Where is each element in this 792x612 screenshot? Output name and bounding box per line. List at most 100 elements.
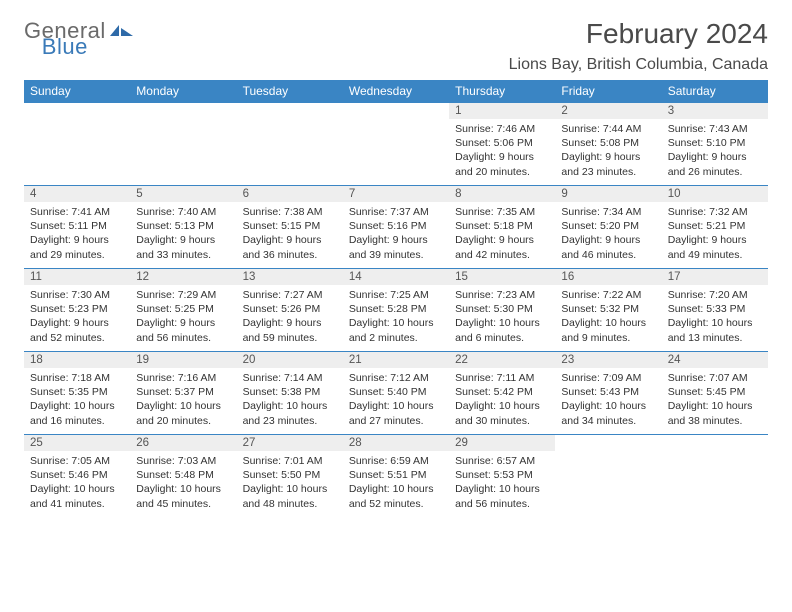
logo-flag-icon	[110, 22, 134, 43]
day-number: 12	[130, 269, 236, 285]
weekday-header: Thursday	[449, 80, 555, 102]
day-details: Sunrise: 7:14 AMSunset: 5:38 PMDaylight:…	[237, 368, 343, 434]
day-number: 21	[343, 352, 449, 368]
day-details: Sunrise: 7:03 AMSunset: 5:48 PMDaylight:…	[130, 451, 236, 517]
day-day2: and 56 minutes.	[455, 497, 549, 511]
day-number: 25	[24, 435, 130, 451]
day-sunrise: Sunrise: 7:09 AM	[561, 371, 655, 385]
day-cell: 12Sunrise: 7:29 AMSunset: 5:25 PMDayligh…	[130, 269, 236, 351]
day-cell: 16Sunrise: 7:22 AMSunset: 5:32 PMDayligh…	[555, 269, 661, 351]
day-sunset: Sunset: 5:18 PM	[455, 219, 549, 233]
day-sunset: Sunset: 5:13 PM	[136, 219, 230, 233]
day-cell: 13Sunrise: 7:27 AMSunset: 5:26 PMDayligh…	[237, 269, 343, 351]
logo-text-blue: Blue	[42, 34, 88, 59]
day-cell	[237, 103, 343, 185]
day-day1: Daylight: 9 hours	[136, 316, 230, 330]
day-number: 22	[449, 352, 555, 368]
day-details: Sunrise: 7:25 AMSunset: 5:28 PMDaylight:…	[343, 285, 449, 351]
day-sunrise: Sunrise: 7:44 AM	[561, 122, 655, 136]
day-number: 7	[343, 186, 449, 202]
day-day2: and 46 minutes.	[561, 248, 655, 262]
day-sunset: Sunset: 5:32 PM	[561, 302, 655, 316]
day-sunset: Sunset: 5:33 PM	[668, 302, 762, 316]
day-day1: Daylight: 10 hours	[30, 482, 124, 496]
title-block: February 2024 Lions Bay, British Columbi…	[509, 18, 768, 74]
day-day1: Daylight: 9 hours	[561, 233, 655, 247]
day-number: 4	[24, 186, 130, 202]
day-cell	[130, 103, 236, 185]
day-day1: Daylight: 10 hours	[668, 399, 762, 413]
week-row: 1Sunrise: 7:46 AMSunset: 5:06 PMDaylight…	[24, 102, 768, 185]
day-day1: Daylight: 10 hours	[136, 399, 230, 413]
day-number: 10	[662, 186, 768, 202]
day-details: Sunrise: 7:43 AMSunset: 5:10 PMDaylight:…	[662, 119, 768, 185]
logo: General Blue	[24, 18, 182, 44]
day-sunset: Sunset: 5:10 PM	[668, 136, 762, 150]
day-cell: 27Sunrise: 7:01 AMSunset: 5:50 PMDayligh…	[237, 435, 343, 517]
day-day1: Daylight: 9 hours	[30, 233, 124, 247]
day-sunset: Sunset: 5:50 PM	[243, 468, 337, 482]
weekday-header: Tuesday	[237, 80, 343, 102]
day-sunrise: Sunrise: 7:35 AM	[455, 205, 549, 219]
day-day2: and 48 minutes.	[243, 497, 337, 511]
day-day2: and 41 minutes.	[30, 497, 124, 511]
day-sunset: Sunset: 5:37 PM	[136, 385, 230, 399]
day-sunset: Sunset: 5:06 PM	[455, 136, 549, 150]
day-day1: Daylight: 9 hours	[136, 233, 230, 247]
day-details: Sunrise: 6:59 AMSunset: 5:51 PMDaylight:…	[343, 451, 449, 517]
day-day1: Daylight: 10 hours	[243, 482, 337, 496]
day-cell: 9Sunrise: 7:34 AMSunset: 5:20 PMDaylight…	[555, 186, 661, 268]
day-sunrise: Sunrise: 7:03 AM	[136, 454, 230, 468]
day-day1: Daylight: 10 hours	[455, 316, 549, 330]
day-day2: and 29 minutes.	[30, 248, 124, 262]
week-row: 18Sunrise: 7:18 AMSunset: 5:35 PMDayligh…	[24, 351, 768, 434]
day-sunset: Sunset: 5:45 PM	[668, 385, 762, 399]
weekday-header: Friday	[555, 80, 661, 102]
day-sunrise: Sunrise: 7:05 AM	[30, 454, 124, 468]
day-sunset: Sunset: 5:16 PM	[349, 219, 443, 233]
day-number: 2	[555, 103, 661, 119]
day-number-empty	[662, 435, 768, 451]
day-cell: 5Sunrise: 7:40 AMSunset: 5:13 PMDaylight…	[130, 186, 236, 268]
day-cell: 25Sunrise: 7:05 AMSunset: 5:46 PMDayligh…	[24, 435, 130, 517]
day-cell: 14Sunrise: 7:25 AMSunset: 5:28 PMDayligh…	[343, 269, 449, 351]
day-day2: and 6 minutes.	[455, 331, 549, 345]
day-cell: 8Sunrise: 7:35 AMSunset: 5:18 PMDaylight…	[449, 186, 555, 268]
day-sunrise: Sunrise: 7:18 AM	[30, 371, 124, 385]
day-sunrise: Sunrise: 7:07 AM	[668, 371, 762, 385]
day-number-empty	[555, 435, 661, 451]
weekday-header: Wednesday	[343, 80, 449, 102]
day-number-empty	[24, 103, 130, 119]
day-day2: and 27 minutes.	[349, 414, 443, 428]
day-sunset: Sunset: 5:53 PM	[455, 468, 549, 482]
day-cell: 2Sunrise: 7:44 AMSunset: 5:08 PMDaylight…	[555, 103, 661, 185]
weekday-header: Sunday	[24, 80, 130, 102]
day-day1: Daylight: 9 hours	[243, 233, 337, 247]
day-day2: and 56 minutes.	[136, 331, 230, 345]
day-sunset: Sunset: 5:26 PM	[243, 302, 337, 316]
day-number-empty	[130, 103, 236, 119]
day-cell: 29Sunrise: 6:57 AMSunset: 5:53 PMDayligh…	[449, 435, 555, 517]
day-sunrise: Sunrise: 7:20 AM	[668, 288, 762, 302]
day-day2: and 36 minutes.	[243, 248, 337, 262]
day-number: 16	[555, 269, 661, 285]
day-sunrise: Sunrise: 7:22 AM	[561, 288, 655, 302]
day-number: 3	[662, 103, 768, 119]
day-details: Sunrise: 7:20 AMSunset: 5:33 PMDaylight:…	[662, 285, 768, 351]
day-sunrise: Sunrise: 7:14 AM	[243, 371, 337, 385]
day-sunset: Sunset: 5:20 PM	[561, 219, 655, 233]
day-details: Sunrise: 7:05 AMSunset: 5:46 PMDaylight:…	[24, 451, 130, 517]
day-sunset: Sunset: 5:23 PM	[30, 302, 124, 316]
weekday-header: Saturday	[662, 80, 768, 102]
day-day2: and 33 minutes.	[136, 248, 230, 262]
day-number: 26	[130, 435, 236, 451]
day-sunset: Sunset: 5:40 PM	[349, 385, 443, 399]
day-number: 9	[555, 186, 661, 202]
day-details: Sunrise: 7:09 AMSunset: 5:43 PMDaylight:…	[555, 368, 661, 434]
day-sunrise: Sunrise: 6:57 AM	[455, 454, 549, 468]
day-details: Sunrise: 7:40 AMSunset: 5:13 PMDaylight:…	[130, 202, 236, 268]
day-day2: and 38 minutes.	[668, 414, 762, 428]
day-sunrise: Sunrise: 7:25 AM	[349, 288, 443, 302]
location-text: Lions Bay, British Columbia, Canada	[509, 56, 768, 74]
day-sunrise: Sunrise: 7:11 AM	[455, 371, 549, 385]
